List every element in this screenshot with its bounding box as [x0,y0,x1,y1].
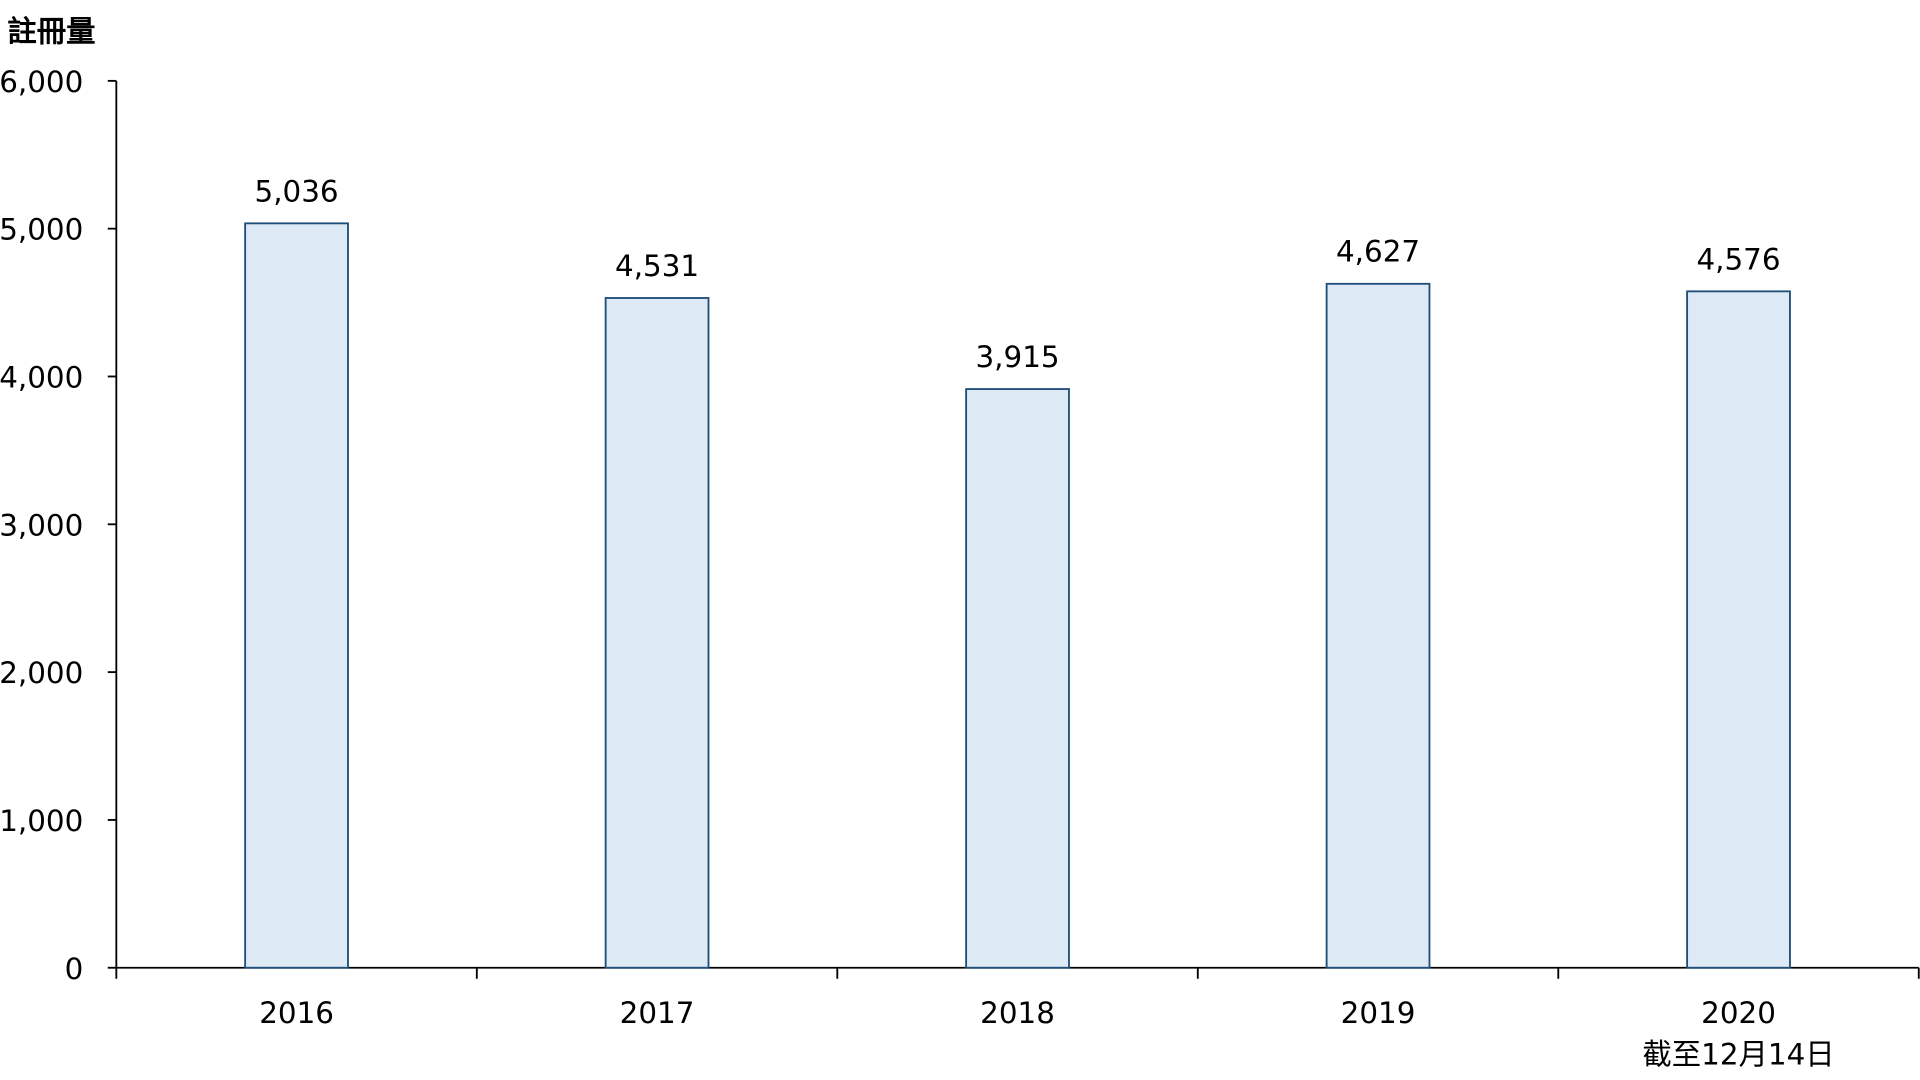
x-tick-label: 2019 [1341,996,1416,1030]
data-label: 5,036 [255,174,339,208]
data-label: 3,915 [976,340,1060,374]
bar-2018 [965,388,1070,969]
y-tick-label: 6,000 [0,65,83,99]
y-tick-label: 4,000 [0,361,83,395]
bar-2019 [1325,282,1431,969]
y-axis-title: 註冊量 [7,15,95,49]
x-tick-sublabel: 截至12月14日 [1642,1038,1834,1072]
y-tick-label: 3,000 [0,508,83,542]
bars: 5,036 4,531 3,915 4,627 4,576 [244,174,1791,969]
y-tick-label: 1,000 [0,804,83,838]
x-axis: 2016 2017 2018 2019 2020 截至12月14日 [115,966,1920,1072]
data-label: 4,576 [1696,242,1780,276]
bar-2017 [604,297,710,969]
bar-2016 [244,222,349,969]
x-tick-label: 2016 [259,996,334,1030]
data-label: 4,627 [1336,235,1420,269]
x-tick-label: 2017 [620,996,695,1030]
y-tick-label: 2,000 [0,656,83,690]
bar-2020 [1686,290,1791,969]
x-tick-label: 2020 [1701,996,1776,1030]
y-tick-label: 5,000 [0,213,83,247]
data-label: 4,531 [615,249,699,283]
y-tick-label: 0 [65,952,84,986]
y-axis: 0 1,000 2,000 3,000 4,000 5,000 6,000 [0,65,118,986]
x-tick-label: 2018 [980,996,1055,1030]
